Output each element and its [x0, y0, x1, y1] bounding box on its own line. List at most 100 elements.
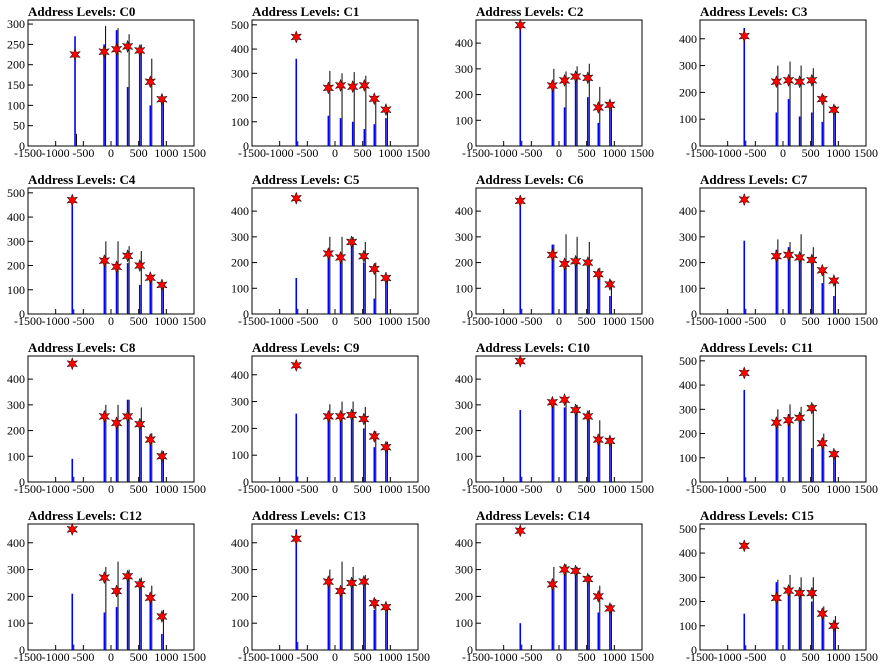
- x-tick-label: -1000: [266, 482, 294, 496]
- peak-marker: [121, 249, 134, 263]
- y-tick-label: 200: [455, 589, 473, 603]
- peak-marker: [569, 564, 582, 578]
- x-tick-label: -1500: [686, 314, 714, 328]
- x-tick-label: 1000: [378, 650, 402, 664]
- y-tick-label: 300: [7, 398, 25, 412]
- peak-marker: [110, 42, 123, 57]
- peak-marker: [380, 440, 392, 454]
- x-tick-label: -1000: [714, 146, 742, 160]
- peak-marker: [144, 270, 157, 285]
- y-tick-label: 400: [679, 32, 697, 46]
- peak-marker: [345, 408, 358, 422]
- peak-marker: [290, 531, 303, 546]
- peak-marker: [368, 91, 381, 106]
- y-tick-label: 0: [243, 307, 249, 321]
- peak-marker: [805, 586, 818, 600]
- peak-marker: [66, 193, 79, 207]
- peak-marker: [581, 409, 594, 424]
- peak-marker: [133, 258, 146, 273]
- y-tick-label: 100: [231, 616, 249, 630]
- chart-panel-11: Address Levels: C11 0 100 200 300 400 500 -1500…: [679, 340, 878, 496]
- peak-marker: [514, 194, 527, 208]
- y-tick-label: 300: [7, 17, 25, 31]
- y-tick-label: 400: [7, 536, 25, 550]
- y-tick-label: 100: [7, 616, 25, 630]
- x-tick-label: 1000: [154, 314, 178, 328]
- y-tick-label: 0: [691, 139, 697, 153]
- x-tick-label: 1500: [630, 650, 654, 664]
- y-tick-label: 400: [679, 378, 697, 392]
- peak-marker: [770, 591, 783, 605]
- x-tick-label: 500: [354, 314, 372, 328]
- peak-marker: [322, 574, 335, 589]
- x-tick-label: -500: [744, 650, 766, 664]
- x-tick-label: 0: [332, 146, 338, 160]
- y-tick-label: 100: [679, 112, 697, 126]
- y-tick-label: 400: [7, 210, 25, 224]
- peak-marker: [816, 263, 829, 278]
- peak-marker: [546, 248, 559, 262]
- y-tick-label: 300: [231, 66, 249, 80]
- x-tick-label: 1500: [854, 482, 878, 496]
- x-tick-label: -1000: [266, 314, 294, 328]
- chart-title: Address Levels: C4: [28, 172, 136, 187]
- y-tick-label: 300: [455, 398, 473, 412]
- x-tick-label: -1000: [714, 314, 742, 328]
- peak-marker: [816, 92, 829, 106]
- x-tick-label: 500: [130, 482, 148, 496]
- y-tick-label: 200: [679, 256, 697, 270]
- x-tick-label: -1500: [238, 146, 266, 160]
- x-tick-label: -1000: [42, 314, 70, 328]
- peak-marker: [770, 74, 783, 89]
- peak-marker: [546, 577, 559, 592]
- y-tick-label: 200: [231, 589, 249, 603]
- y-tick-label: 100: [231, 115, 249, 129]
- y-tick-label: 300: [679, 570, 697, 584]
- x-tick-label: -1000: [490, 482, 518, 496]
- x-tick-label: 1000: [602, 650, 626, 664]
- x-tick-label: 1000: [602, 482, 626, 496]
- x-tick-label: 1000: [826, 146, 850, 160]
- y-tick-label: 300: [455, 62, 473, 76]
- y-tick-label: 0: [243, 475, 249, 489]
- peak-marker: [322, 409, 335, 424]
- y-tick-label: 200: [231, 256, 249, 270]
- x-tick-label: -1500: [462, 314, 490, 328]
- peak-marker: [144, 75, 157, 89]
- x-tick-label: 500: [354, 650, 372, 664]
- peak-marker: [358, 78, 371, 93]
- peak-marker: [770, 249, 783, 263]
- peak-marker: [345, 576, 358, 590]
- peak-marker: [558, 562, 571, 577]
- peak-marker: [558, 73, 571, 88]
- x-tick-label: -1000: [266, 650, 294, 664]
- x-tick-label: 0: [332, 650, 338, 664]
- x-tick-label: -500: [520, 650, 542, 664]
- peak-marker: [133, 577, 146, 592]
- y-tick-label: 300: [231, 563, 249, 577]
- y-tick-label: 300: [231, 230, 249, 244]
- x-tick-label: 1500: [406, 650, 430, 664]
- peak-marker: [782, 73, 795, 88]
- plot-frame: [251, 19, 419, 147]
- peak-marker: [592, 432, 605, 447]
- plot-frame: [699, 19, 867, 147]
- y-tick-label: 200: [7, 589, 25, 603]
- chart-title: Address Levels: C6: [476, 172, 584, 187]
- x-tick-label: 1000: [378, 146, 402, 160]
- peak-marker: [357, 249, 370, 263]
- chart-panel-12: Address Levels: C12 0 100 200 300 400 -1500 -10…: [7, 508, 206, 664]
- plot-frame: [27, 187, 195, 315]
- x-tick-label: -1000: [490, 650, 518, 664]
- peak-marker: [322, 81, 335, 95]
- y-tick-label: 200: [231, 421, 249, 435]
- y-tick-label: 300: [7, 234, 25, 248]
- x-tick-label: 500: [802, 314, 820, 328]
- peak-marker: [805, 73, 818, 88]
- y-tick-label: 100: [455, 281, 473, 295]
- peak-marker: [121, 39, 134, 54]
- y-tick-label: 400: [231, 368, 249, 382]
- y-tick-label: 200: [455, 256, 473, 270]
- peak-marker: [569, 403, 582, 417]
- peak-marker: [805, 253, 818, 267]
